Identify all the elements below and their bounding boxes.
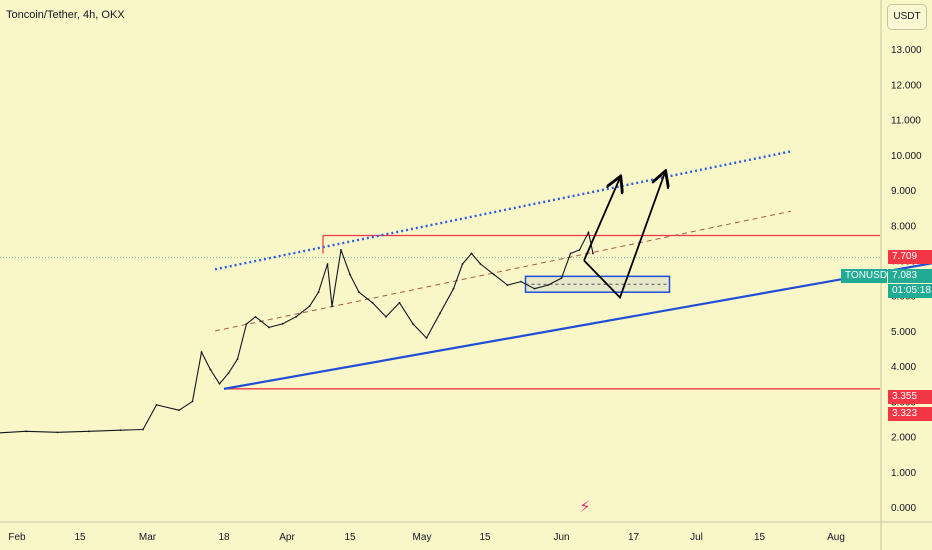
bullish-arrow xyxy=(583,178,620,261)
price-point xyxy=(227,372,230,375)
y-tick-label: 12.000 xyxy=(891,80,922,91)
dip-then-rally-arrow xyxy=(583,172,665,300)
price-point xyxy=(155,403,158,406)
price-point xyxy=(452,287,455,290)
price-series-line xyxy=(0,231,594,434)
price-point xyxy=(470,252,473,255)
y-tick-label: 4.000 xyxy=(891,362,916,373)
price-point xyxy=(191,400,194,403)
mid-channel-line xyxy=(214,210,792,332)
price-point xyxy=(281,322,284,325)
price-point xyxy=(178,409,180,412)
price-point xyxy=(317,291,320,294)
chart-title: Toncoin/Tether, 4h, OKX xyxy=(6,9,125,21)
price-point xyxy=(461,263,464,265)
y-tick-label: 1.000 xyxy=(891,468,916,479)
price-point xyxy=(592,252,594,255)
price-point xyxy=(439,312,441,315)
price-point xyxy=(371,301,374,304)
price-point xyxy=(587,231,590,234)
price-point xyxy=(142,428,144,431)
price-point xyxy=(533,287,536,290)
x-tick-label: 15 xyxy=(74,532,86,543)
price-point xyxy=(56,431,59,434)
y-tick-label: 5.000 xyxy=(891,327,916,338)
bar-countdown-tag: 01:05:18 xyxy=(888,284,932,298)
x-tick-label: 18 xyxy=(218,532,230,543)
x-tick-label: 17 xyxy=(628,532,640,543)
x-tick-label: Aug xyxy=(827,532,845,543)
price-point xyxy=(385,315,387,318)
y-tick-label: 0.000 xyxy=(891,503,916,514)
resistance-price-tag: 7.709 xyxy=(888,250,932,264)
price-point xyxy=(268,326,270,329)
support-upper-tag: 3.355 xyxy=(888,390,932,404)
x-tick-label: Apr xyxy=(279,532,295,543)
x-tick-label: May xyxy=(413,532,432,543)
y-tick-label: 2.000 xyxy=(891,433,916,444)
y-tick-label: 11.000 xyxy=(891,116,921,127)
price-point xyxy=(506,284,509,287)
price-point xyxy=(326,263,329,265)
price-point xyxy=(88,430,90,433)
y-tick-label: 10.000 xyxy=(891,151,922,162)
y-tick-label: 13.000 xyxy=(891,45,922,56)
price-point xyxy=(218,382,221,385)
price-point xyxy=(547,284,549,287)
price-point xyxy=(479,263,482,265)
price-point xyxy=(209,368,212,371)
lightning-icon[interactable]: ⚡ xyxy=(579,497,591,516)
y-tick-label: 8.000 xyxy=(891,221,916,232)
price-point xyxy=(200,351,203,353)
price-point xyxy=(25,430,27,433)
price-point xyxy=(569,252,572,255)
price-point xyxy=(331,305,333,308)
price-point xyxy=(520,280,522,283)
price-point xyxy=(425,337,428,339)
price-point xyxy=(493,273,495,276)
price-point xyxy=(245,322,248,325)
price-point xyxy=(358,291,360,294)
price-point xyxy=(349,273,351,276)
price-point xyxy=(119,429,122,432)
x-tick-label: 15 xyxy=(344,532,356,543)
price-point xyxy=(340,249,342,251)
price-point xyxy=(560,277,563,280)
price-point xyxy=(398,301,401,304)
x-tick-label: 15 xyxy=(754,532,766,543)
price-point xyxy=(295,315,297,318)
x-tick-label: Feb xyxy=(8,532,26,543)
x-tick-label: Mar xyxy=(139,532,157,543)
upper-channel-line xyxy=(214,150,792,271)
currency-unit-button[interactable]: USDT xyxy=(887,4,927,30)
price-point xyxy=(254,315,257,318)
price-point xyxy=(308,305,311,308)
y-tick-label: 9.000 xyxy=(891,186,916,197)
x-tick-label: Jul xyxy=(690,532,703,543)
symbol-tag: TONUSDT xyxy=(841,269,893,283)
price-point xyxy=(578,249,581,251)
x-tick-label: Jun xyxy=(553,532,569,543)
support-lower-tag: 3.323 xyxy=(888,407,932,421)
price-point xyxy=(236,358,239,360)
support-trendline xyxy=(223,262,932,390)
current-price-tag: 7.083 xyxy=(888,269,932,283)
x-tick-label: 15 xyxy=(479,532,491,543)
price-point xyxy=(412,322,414,325)
